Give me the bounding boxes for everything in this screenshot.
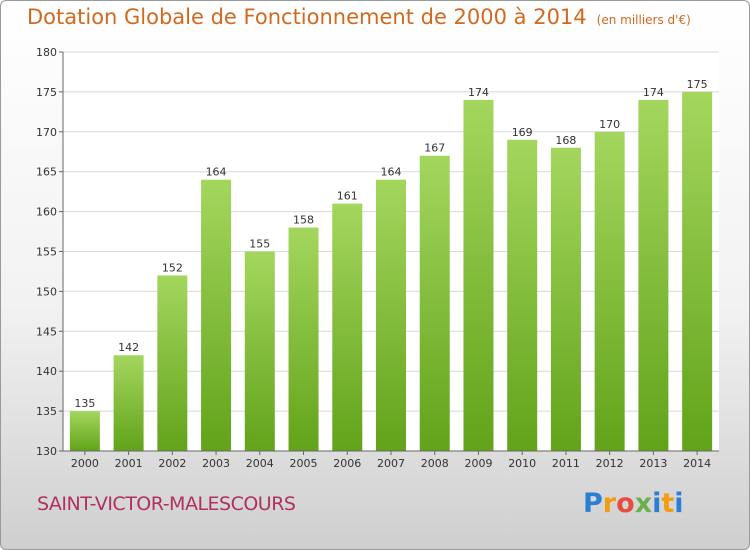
y-tick-label: 160: [36, 206, 57, 219]
bar: [244, 251, 275, 451]
bar: [507, 139, 538, 451]
chart-title-text: Dotation Globale de Fonctionnement de 20…: [27, 5, 587, 29]
x-tick-label: 2001: [115, 457, 143, 470]
bar: [157, 275, 188, 451]
bar-value-label: 155: [249, 238, 270, 251]
commune-name: SAINT-VICTOR-MALESCOURS: [37, 493, 296, 515]
bar: [682, 91, 713, 452]
bar: [288, 227, 319, 451]
logo-letter: i: [652, 488, 662, 519]
bar-value-label: 168: [555, 134, 576, 147]
bar-value-label: 142: [118, 341, 139, 354]
x-tick-label: 2010: [508, 457, 536, 470]
logo-letter: o: [616, 488, 635, 519]
bar-value-label: 135: [74, 397, 95, 410]
bar: [594, 131, 625, 452]
y-tick-label: 140: [36, 365, 57, 378]
y-tick-label: 130: [36, 445, 57, 458]
bar-value-label: 164: [206, 166, 227, 179]
logo-letter: r: [602, 488, 617, 519]
logo-letter: x: [634, 488, 653, 519]
bar-value-label: 169: [512, 126, 533, 139]
bar-value-label: 174: [643, 86, 664, 99]
x-tick-label: 2007: [377, 457, 405, 470]
logo-letter: P: [583, 488, 603, 519]
x-tick-label: 2013: [639, 457, 667, 470]
x-tick-label: 2002: [158, 457, 186, 470]
bar: [550, 147, 581, 451]
x-tick-label: 2012: [596, 457, 624, 470]
bar-value-label: 164: [381, 166, 402, 179]
x-tick-label: 2014: [683, 457, 711, 470]
bar: [113, 355, 144, 451]
y-tick-label: 170: [36, 126, 57, 139]
proxiti-logo: Proxiti: [583, 488, 684, 519]
logo-letter: t: [661, 488, 675, 519]
x-tick-label: 2004: [246, 457, 274, 470]
y-tick-label: 155: [36, 246, 57, 259]
y-tick-label: 135: [36, 405, 57, 418]
chart-title: Dotation Globale de Fonctionnement de 20…: [27, 5, 691, 29]
chart-unit-text: (en milliers d'€): [596, 13, 691, 27]
y-tick-label: 150: [36, 285, 57, 298]
x-tick-label: 2011: [552, 457, 580, 470]
x-tick-label: 2009: [464, 457, 492, 470]
x-tick-label: 2006: [333, 457, 361, 470]
bar-value-label: 175: [687, 78, 708, 91]
y-tick-label: 145: [36, 325, 57, 338]
bar: [463, 99, 494, 451]
bar-value-label: 170: [599, 118, 620, 131]
y-tick-label: 180: [36, 46, 57, 59]
y-tick-label: 165: [36, 166, 57, 179]
bar: [376, 179, 406, 451]
bar: [69, 411, 100, 451]
bar-value-label: 161: [337, 190, 358, 203]
bar-value-label: 158: [293, 214, 314, 227]
bar-value-label: 167: [424, 142, 445, 155]
bar-value-label: 152: [162, 261, 183, 274]
bar: [201, 179, 232, 451]
x-tick-label: 2008: [421, 457, 449, 470]
bar-value-label: 174: [468, 86, 489, 99]
x-tick-label: 2005: [290, 457, 318, 470]
y-tick-label: 175: [36, 86, 57, 99]
bar: [419, 155, 450, 452]
logo-letter: i: [674, 488, 684, 519]
x-tick-label: 2003: [202, 457, 230, 470]
bar: [638, 99, 669, 451]
x-tick-label: 2000: [71, 457, 99, 470]
bar: [332, 203, 363, 451]
